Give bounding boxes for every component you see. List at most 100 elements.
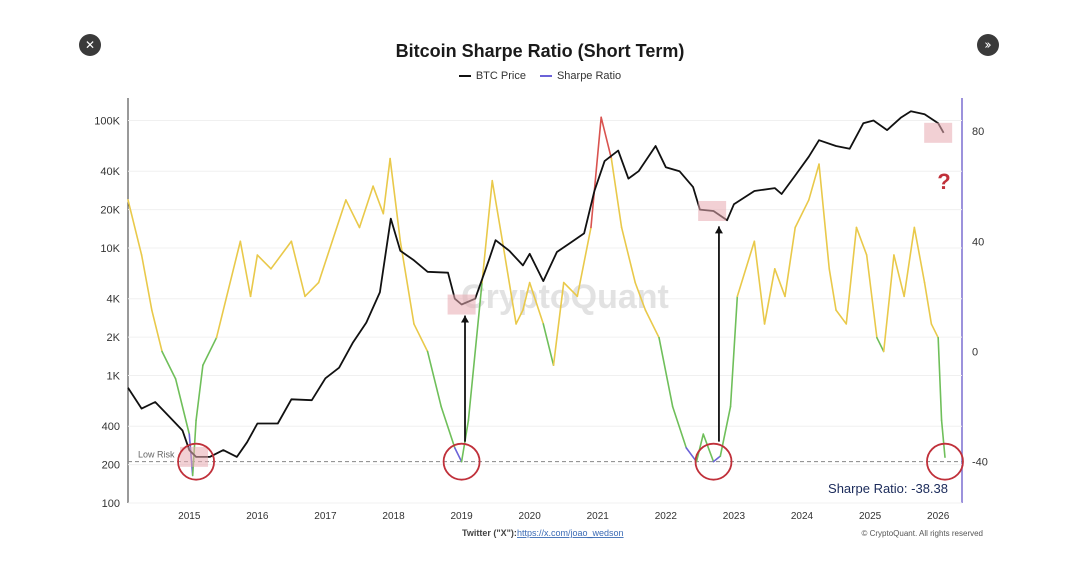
left-tick-label: 200: [102, 460, 120, 472]
sharpe-ratio-segment: [576, 226, 592, 298]
sharpe-ratio-segment: [552, 281, 565, 367]
sharpe-ratio-segment: [426, 350, 442, 408]
sharpe-ratio-segment: [331, 199, 347, 243]
sharpe-ratio-readout: Sharpe Ratio: -38.38: [828, 481, 948, 496]
sharpe-ratio-segment: [174, 378, 191, 435]
x-tick-label: 2019: [450, 511, 473, 522]
sharpe-ratio-segment: [828, 268, 837, 311]
x-tick-label: 2021: [587, 511, 610, 522]
next-button[interactable]: ››: [977, 34, 999, 56]
sharpe-ratio-segment: [399, 240, 415, 325]
sharpe-ratio-segment: [658, 336, 674, 408]
sharpe-ratio-segment: [736, 240, 756, 298]
sharpe-ratio-segment: [610, 157, 623, 229]
sharpe-ratio-segment: [794, 199, 810, 229]
sharpe-ratio-segment: [753, 240, 766, 325]
x-tick-label: 2020: [519, 511, 542, 522]
arrow-head: [461, 315, 470, 323]
sharpe-ratio-segment: [590, 116, 602, 229]
sharpe-ratio-segment: [345, 199, 361, 229]
bottom-highlight-box: [698, 200, 727, 221]
left-tick-label: 4K: [107, 294, 121, 306]
left-tick-label: 20K: [100, 205, 120, 217]
sharpe-ratio-segment: [903, 226, 916, 298]
sharpe-ratio-segment: [249, 254, 259, 298]
x-tick-label: 2018: [382, 511, 405, 522]
x-tick-label: 2023: [723, 511, 746, 522]
right-tick-label: 0: [972, 346, 978, 358]
bottom-highlight-box: [924, 122, 953, 143]
sharpe-ratio-segment: [845, 226, 858, 325]
bottom-highlight-box: [447, 294, 476, 315]
sharpe-ratio-segment: [304, 281, 320, 298]
sharpe-ratio-segment: [290, 240, 306, 298]
sharpe-ratio-segment: [317, 240, 334, 284]
legend-item-btc-price[interactable]: BTC Price: [458, 70, 526, 82]
sharpe-ratio-segment: [440, 405, 456, 449]
sharpe-ratio-segment: [562, 281, 579, 298]
sharpe-ratio-segment: [600, 116, 613, 160]
sharpe-ratio-segment: [784, 226, 797, 298]
sharpe-ratio-segment: [808, 163, 820, 201]
bottom-circle-marker: [442, 442, 481, 481]
x-tick-label: 2025: [859, 511, 882, 522]
sharpe-ratio-segment: [501, 240, 517, 325]
left-tick-label: 400: [102, 421, 120, 433]
btc-price-line: [127, 110, 945, 458]
close-button[interactable]: ✕: [79, 34, 101, 56]
sharpe-ratio-segment: [712, 455, 722, 463]
bottom-circle-marker: [177, 442, 215, 481]
sharpe-ratio-segment: [644, 309, 660, 339]
sharpe-ratio-segment: [522, 281, 531, 311]
sharpe-ratio-segment: [151, 309, 163, 353]
bottom-circle-marker: [694, 442, 733, 481]
sharpe-ratio-segment: [865, 254, 878, 339]
right-tick-label: -40: [972, 457, 988, 469]
right-tick-label: 80: [972, 126, 984, 138]
sharpe-ratio-segment: [620, 226, 637, 284]
sharpe-ratio-segment: [453, 447, 463, 463]
sharpe-ratio-segment: [270, 240, 293, 270]
sharpe-ratio-segment: [719, 405, 732, 457]
sharpe-ratio-segment: [695, 433, 705, 463]
sharpe-ratio-segment: [195, 364, 204, 422]
left-tick-label: 100: [102, 498, 120, 510]
left-tick-label: 40K: [100, 166, 120, 178]
sharpe-ratio-segment: [491, 179, 504, 243]
left-tick-label: 1K: [107, 370, 121, 382]
sharpe-ratio-segment: [389, 157, 402, 243]
x-tick-label: 2022: [655, 511, 678, 522]
legend-item-sharpe-ratio[interactable]: Sharpe Ratio: [539, 70, 622, 82]
x-tick-label: 2026: [927, 511, 950, 522]
sharpe-ratio-segment: [515, 309, 524, 325]
sharpe-ratio-segment: [818, 163, 831, 270]
x-tick-label: 2024: [791, 511, 814, 522]
sharpe-ratio-segment: [634, 281, 647, 311]
sharpe-ratio-segment: [937, 336, 943, 422]
sharpe-ratio-segment: [923, 281, 933, 325]
sharpe-ratio-segment: [127, 199, 143, 256]
legend-label-btc-price: BTC Price: [475, 70, 526, 82]
legend-label-sharpe-ratio: Sharpe Ratio: [556, 70, 622, 82]
sharpe-ratio-segment: [893, 254, 905, 298]
sharpe-ratio-segment: [382, 157, 391, 215]
footer-twitter-link: https://x.com/joao_wedson: [517, 528, 624, 538]
sharpe-ratio-segment: [225, 240, 242, 298]
sharpe-ratio-segment: [671, 405, 688, 449]
sharpe-ratio-segment: [940, 419, 946, 459]
low-risk-label: Low Risk: [138, 450, 175, 460]
left-tick-label: 2K: [107, 332, 121, 344]
footer-twitter-label: Twitter ("X"):: [462, 528, 517, 538]
sharpe-ratio-segment: [161, 350, 177, 380]
sharpe-ratio-segment: [729, 295, 739, 408]
sharpe-ratio-segment: [372, 185, 385, 215]
arrow-head: [714, 226, 723, 234]
sharpe-ratio-segment: [930, 323, 939, 339]
legend-swatch-sharpe-ratio: [539, 75, 552, 77]
sharpe-ratio-segment: [467, 281, 483, 422]
chart-legend: BTC Price Sharpe Ratio: [0, 70, 1080, 82]
bottom-highlight-box: [180, 446, 209, 467]
sharpe-ratio-segment: [239, 240, 252, 298]
x-tick-label: 2015: [178, 511, 201, 522]
